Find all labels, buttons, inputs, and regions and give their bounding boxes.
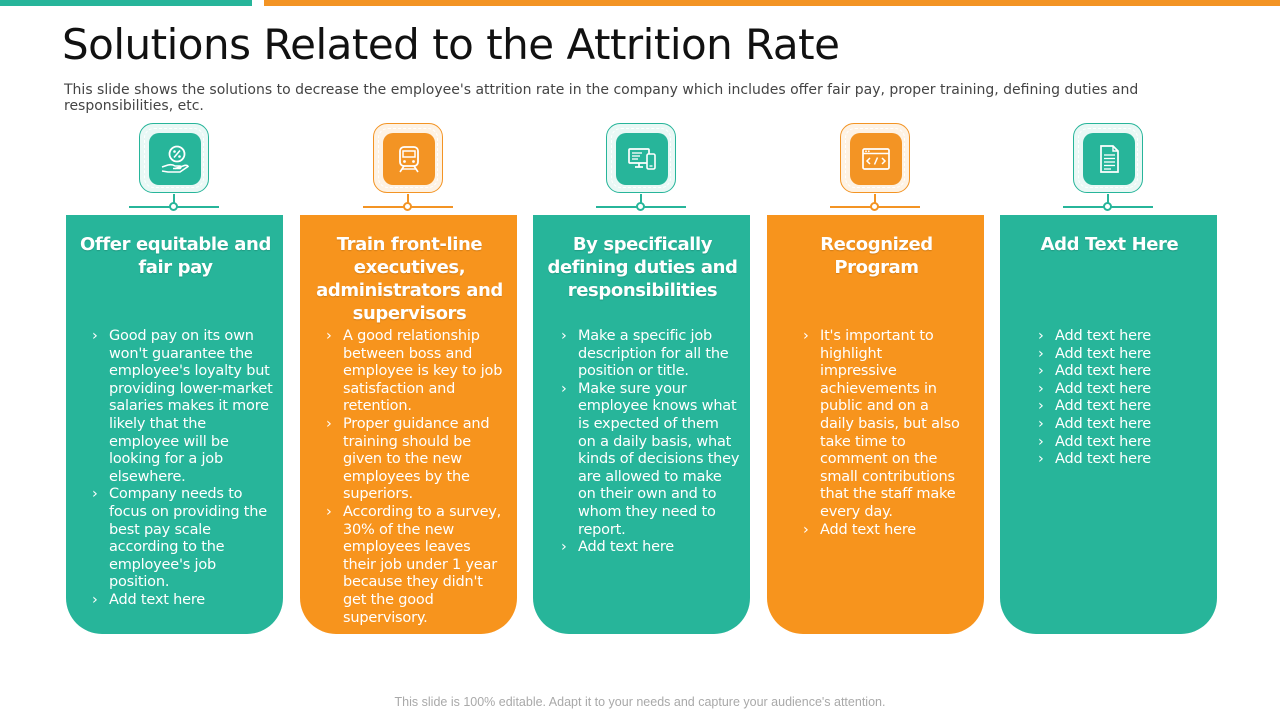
icon-frame <box>840 123 910 193</box>
slide-title: Solutions Related to the Attrition Rate <box>62 20 840 69</box>
card-title: Offer equitable and fair pay <box>80 234 271 278</box>
bullet-item: Add text here <box>1038 363 1207 381</box>
card-title: Train front-line executives, administrat… <box>316 234 503 324</box>
icon-frame <box>139 123 209 193</box>
bullet-item: Add text here <box>1038 416 1207 434</box>
percent-hand-icon <box>161 145 190 173</box>
bullet-item: According to a survey, 30% of the new em… <box>326 504 507 627</box>
train-icon <box>399 146 419 173</box>
bullet-item: Good pay on its own won't guarantee the … <box>92 328 273 486</box>
card-title: Recognized Program <box>820 234 933 278</box>
bullet-item: Add text here <box>1038 451 1207 469</box>
bullet-item: Add text here <box>1038 381 1207 399</box>
bullet-list: Make a specific job description for all … <box>561 328 740 557</box>
code-window-icon <box>862 148 890 170</box>
bullet-item: Add text here <box>1038 346 1207 364</box>
devices-icon <box>628 148 656 170</box>
card-title: By specifically defining duties and resp… <box>547 234 738 301</box>
bullet-list: Add text here Add text here Add text her… <box>1038 328 1207 469</box>
bullet-item: Add text here <box>92 592 273 610</box>
card-title: Add Text Here <box>1040 234 1179 255</box>
icon-frame <box>373 123 443 193</box>
bullet-item: It's important to highlight impressive a… <box>803 328 962 522</box>
bullet-list: Good pay on its own won't guarantee the … <box>92 328 273 610</box>
top-accent-bar-teal <box>0 0 252 6</box>
icon-frame <box>606 123 676 193</box>
bullet-list: It's important to highlight impressive a… <box>803 328 962 539</box>
bullet-item: Company needs to focus on providing the … <box>92 486 273 592</box>
bullet-item: Add text here <box>561 539 740 557</box>
solution-card: Add Text Here Add text here Add text her… <box>1000 215 1217 634</box>
solution-card: Offer equitable and fair pay Good pay on… <box>66 215 283 634</box>
bullet-item: Proper guidance and training should be g… <box>326 416 507 504</box>
bullet-item: A good relationship between boss and emp… <box>326 328 507 416</box>
document-icon <box>1100 145 1119 173</box>
slide-footer-note: This slide is 100% editable. Adapt it to… <box>394 695 886 709</box>
bullet-item: Make a specific job description for all … <box>561 328 740 381</box>
bullet-list: A good relationship between boss and emp… <box>326 328 507 627</box>
bullet-item: Add text here <box>803 522 962 540</box>
slide-subtitle: This slide shows the solutions to decrea… <box>64 82 1139 114</box>
icon-frame <box>1073 123 1143 193</box>
solution-card: Train front-line executives, administrat… <box>300 215 517 634</box>
bullet-item: Add text here <box>1038 434 1207 452</box>
solution-card: Recognized Program It's important to hig… <box>767 215 984 634</box>
solution-card: By specifically defining duties and resp… <box>533 215 750 634</box>
bullet-item: Add text here <box>1038 398 1207 416</box>
top-accent-bar-orange <box>264 0 1280 6</box>
bullet-item: Make sure your employee knows what is ex… <box>561 381 740 539</box>
bullet-item: Add text here <box>1038 328 1207 346</box>
